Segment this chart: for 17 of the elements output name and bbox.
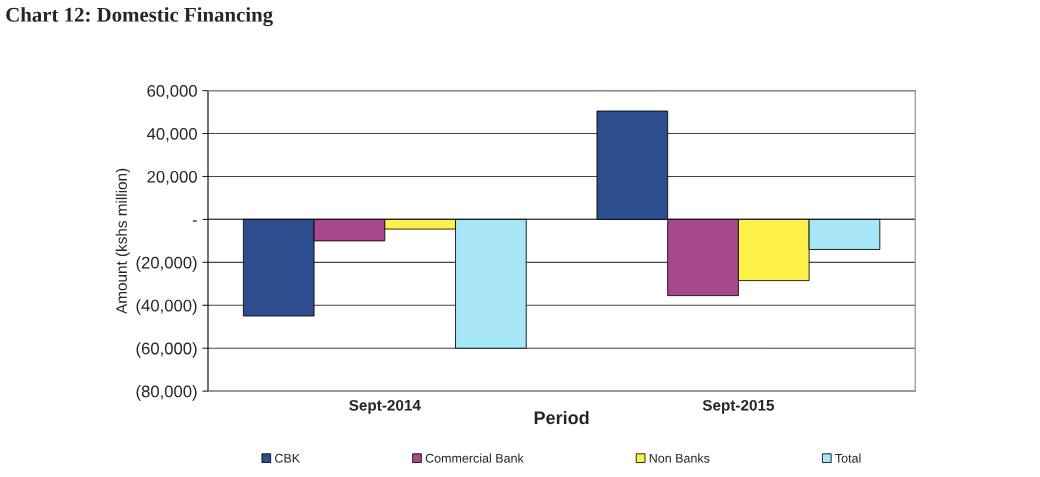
y-axis-title: Amount (kshs million) <box>115 168 130 314</box>
y-tick-label: (80,000) <box>136 385 197 401</box>
y-tick-label: (20,000) <box>136 256 197 272</box>
y-tick-label: (60,000) <box>136 342 197 358</box>
x-axis-title: Period <box>534 410 589 425</box>
legend-label: Total <box>835 453 861 463</box>
legend-label: Commercial Bank <box>425 453 524 463</box>
chart-title: Chart 12: Domestic Financing <box>6 7 273 27</box>
y-tick-label: 60,000 <box>147 85 197 99</box>
x-tick-label: Sept-2015 <box>702 399 775 414</box>
y-tick-label: (40,000) <box>136 299 197 315</box>
y-tick-label: - <box>192 220 197 222</box>
x-tick-label: Sept-2014 <box>349 399 421 414</box>
legend-label: CBK <box>275 453 300 463</box>
legend-label: Non Banks <box>649 453 710 463</box>
y-tick-label: 40,000 <box>146 127 197 142</box>
y-tick-label: 20,000 <box>147 170 197 185</box>
